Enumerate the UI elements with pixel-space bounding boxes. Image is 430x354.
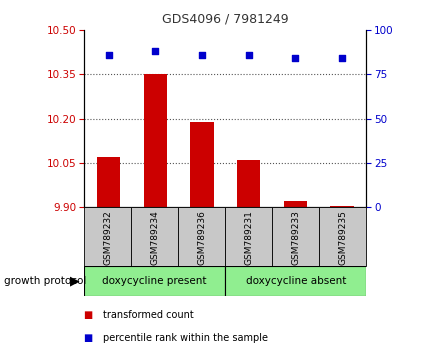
Text: doxycycline present: doxycycline present xyxy=(102,275,206,286)
Bar xyxy=(97,157,120,207)
Bar xyxy=(237,160,260,207)
Text: GSM789232: GSM789232 xyxy=(103,210,112,265)
Bar xyxy=(131,207,178,266)
Text: GSM789233: GSM789233 xyxy=(291,210,300,265)
Text: ■: ■ xyxy=(84,310,96,320)
Text: transformed count: transformed count xyxy=(103,310,194,320)
Text: ▶: ▶ xyxy=(70,274,80,287)
Point xyxy=(105,52,112,58)
Bar xyxy=(190,121,213,207)
Text: GSM789236: GSM789236 xyxy=(197,210,206,265)
Bar xyxy=(224,207,272,266)
Text: growth protocol: growth protocol xyxy=(4,275,86,286)
Bar xyxy=(84,266,224,296)
Text: ■: ■ xyxy=(84,333,96,343)
Bar xyxy=(329,206,353,207)
Bar xyxy=(224,266,366,296)
Text: GDS4096 / 7981249: GDS4096 / 7981249 xyxy=(162,12,288,25)
Bar xyxy=(283,201,306,207)
Point xyxy=(338,56,344,61)
Text: doxycycline absent: doxycycline absent xyxy=(245,275,345,286)
Point xyxy=(198,52,205,58)
Point xyxy=(291,56,298,61)
Bar xyxy=(178,207,224,266)
Text: GSM789235: GSM789235 xyxy=(338,210,347,265)
Text: GSM789234: GSM789234 xyxy=(150,210,159,265)
Text: percentile rank within the sample: percentile rank within the sample xyxy=(103,333,268,343)
Point xyxy=(245,52,252,58)
Bar xyxy=(84,207,131,266)
Bar xyxy=(272,207,319,266)
Bar xyxy=(143,74,166,207)
Text: GSM789231: GSM789231 xyxy=(244,210,253,265)
Point xyxy=(151,48,158,54)
Bar xyxy=(319,207,366,266)
